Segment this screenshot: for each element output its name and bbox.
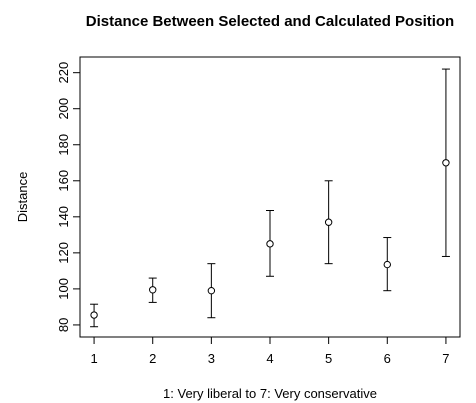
- y-tick-label: 140: [56, 206, 71, 228]
- y-tick-label: 120: [56, 242, 71, 264]
- x-tick-label: 1: [90, 351, 97, 366]
- y-tick-label: 100: [56, 278, 71, 300]
- y-axis-label: Distance: [15, 172, 30, 223]
- data-point: [266, 240, 274, 248]
- data-points: [90, 159, 450, 319]
- x-tick-label: 6: [384, 351, 391, 366]
- data-point: [149, 286, 157, 294]
- data-point: [442, 159, 450, 167]
- y-tick-label: 180: [56, 134, 71, 156]
- x-axis: 1 2 3 4 5 6 7: [90, 336, 450, 366]
- x-tick-label: 7: [442, 351, 449, 366]
- y-tick-label: 200: [56, 98, 71, 120]
- data-point: [324, 218, 333, 226]
- plot-frame: [79, 56, 461, 338]
- x-axis-label: 1: Very liberal to 7: Very conservative: [163, 386, 377, 401]
- x-tick-label: 2: [149, 351, 156, 366]
- y-axis: 80 100 120 140 160 180 200 220: [56, 62, 81, 332]
- error-bars: [90, 68, 450, 328]
- data-point: [90, 311, 98, 319]
- chart-title: Distance Between Selected and Calculated…: [86, 13, 454, 30]
- x-tick-label: 3: [208, 351, 215, 366]
- x-tick-label: 4: [266, 351, 273, 366]
- data-point: [383, 260, 391, 269]
- y-tick-label: 80: [56, 318, 71, 332]
- y-tick-label: 160: [56, 170, 71, 192]
- y-tick-label: 220: [56, 62, 71, 84]
- x-tick-label: 5: [325, 351, 332, 366]
- data-point: [207, 286, 216, 295]
